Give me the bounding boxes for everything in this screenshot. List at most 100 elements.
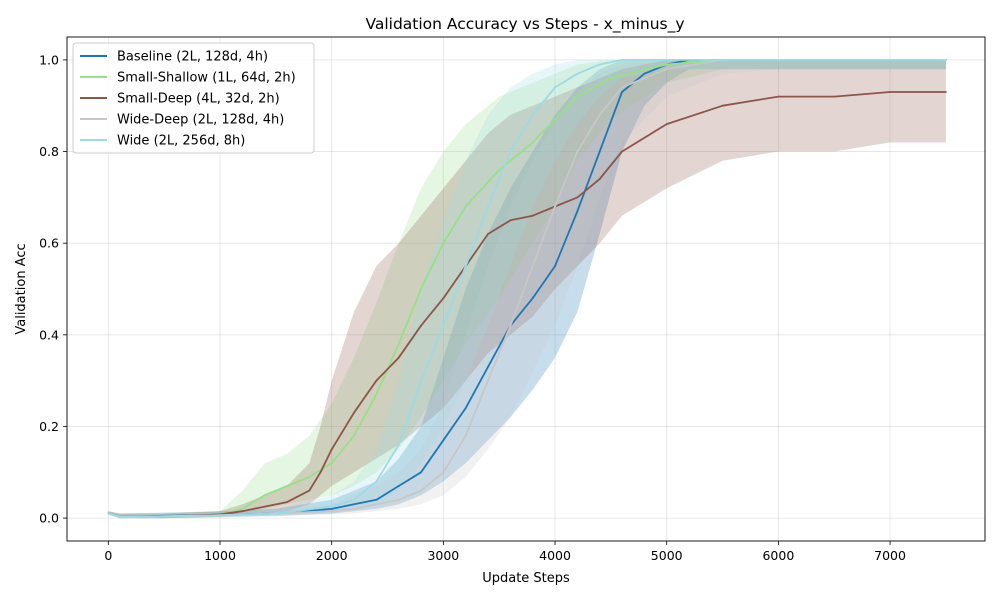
data-point (554, 205, 556, 208)
data-point (598, 63, 601, 66)
data-point (442, 439, 445, 442)
data-point (420, 471, 422, 474)
data-point (487, 233, 489, 235)
data-point (531, 214, 534, 217)
axes-frame (66, 36, 986, 542)
data-point (889, 91, 891, 93)
data-point (420, 379, 422, 382)
data-point (531, 265, 534, 267)
y-axis-ticks: 0.0 0.2 0.4 0.6 0.8 1.0 (39, 52, 67, 526)
data-point (219, 514, 221, 517)
legend-box (72, 42, 315, 154)
data-point (945, 91, 947, 93)
data-point (464, 407, 467, 409)
data-point (464, 265, 467, 267)
data-point (464, 434, 467, 437)
data-point (777, 95, 780, 98)
data-point (330, 508, 333, 510)
y-tick-label: 0.4 (39, 327, 59, 342)
data-point (319, 471, 322, 474)
data-point (945, 59, 947, 61)
x-tick-label: 6000 (762, 548, 794, 563)
data-point (531, 297, 534, 300)
x-tick-label: 2000 (316, 548, 348, 563)
data-point (721, 104, 724, 107)
legend-label: Wide (2L, 256d, 8h) (117, 134, 245, 149)
data-point (576, 210, 579, 213)
data-point (621, 150, 623, 153)
data-point (833, 59, 836, 61)
data-point (330, 448, 333, 451)
data-point (833, 95, 836, 98)
data-point (576, 95, 579, 98)
data-point (665, 68, 668, 70)
data-point (610, 77, 612, 80)
data-point (554, 265, 556, 267)
data-point (420, 489, 422, 492)
data-point (576, 72, 579, 75)
data-point (576, 196, 579, 199)
data-point (598, 150, 601, 153)
data-point (621, 59, 623, 61)
confidence-band-2 (108, 59, 946, 519)
data-point (241, 508, 244, 510)
data-point (241, 510, 244, 513)
data-point (777, 59, 780, 61)
legend: Baseline (2L, 128d, 4h) Small-Shallow (1L… (72, 42, 315, 154)
x-axis-ticks: 0 1000 2000 3000 4000 5000 6000 7000 (104, 541, 906, 563)
data-point (442, 324, 445, 327)
confidence-band-3 (108, 59, 946, 519)
data-point (487, 205, 489, 208)
data-point (353, 434, 355, 437)
data-point (498, 169, 501, 171)
data-point (598, 178, 601, 180)
data-point (721, 59, 724, 61)
data-point (263, 494, 266, 497)
data-point (286, 501, 288, 503)
confidence-band-0 (108, 59, 946, 519)
data-point (397, 343, 400, 345)
y-tick-label: 0.6 (39, 236, 59, 251)
data-point (375, 503, 378, 506)
data-point (118, 516, 121, 519)
data-point (353, 498, 355, 501)
x-tick-label: 5000 (651, 548, 683, 563)
legend-label: Small-Deep (4L, 32d, 2h) (117, 92, 280, 107)
data-point (509, 324, 512, 327)
data-point (107, 512, 110, 515)
data-point (397, 485, 400, 487)
data-point (286, 485, 288, 487)
data-point (353, 508, 355, 510)
data-point (330, 510, 333, 513)
data-point (420, 288, 422, 290)
x-tick-label: 7000 (874, 548, 906, 563)
x-tick-label: 0 (104, 548, 112, 563)
data-point (665, 63, 668, 66)
data-point (442, 242, 445, 245)
series-lines (107, 59, 947, 519)
data-point (163, 515, 166, 518)
data-point (308, 476, 311, 478)
data-point (487, 366, 489, 368)
grid (67, 37, 985, 541)
data-point (308, 489, 311, 492)
data-point (397, 443, 400, 446)
data-point (889, 59, 891, 61)
confidence-band-4 (108, 59, 946, 519)
x-axis-label: Update Steps (482, 571, 570, 586)
data-point (621, 86, 623, 89)
legend-label: Wide-Deep (2L, 128d, 4h) (117, 113, 284, 128)
data-point (263, 505, 266, 508)
data-point (665, 59, 668, 61)
data-point (464, 205, 467, 208)
y-tick-label: 0.2 (39, 419, 59, 434)
data-point (375, 498, 378, 501)
data-point (554, 86, 556, 89)
data-point (598, 114, 601, 116)
data-point (420, 324, 422, 327)
y-tick-label: 1.0 (39, 52, 59, 67)
y-tick-label: 0.0 (39, 511, 59, 526)
data-point (330, 462, 333, 464)
data-point (375, 393, 378, 396)
